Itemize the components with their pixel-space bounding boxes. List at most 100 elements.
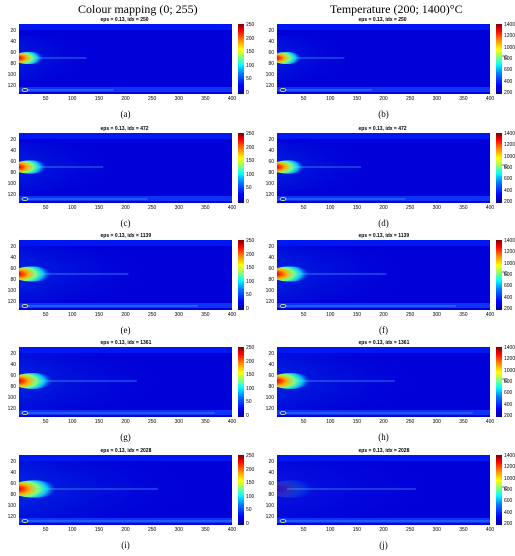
y-tick-label: 120 <box>7 514 16 520</box>
x-tick-label: 400 <box>485 96 495 102</box>
y-tick-label: 20 <box>268 244 274 250</box>
x-tick-label: 50 <box>300 527 307 533</box>
y-tick-label: 20 <box>268 459 274 465</box>
y-tick-label: 40 <box>10 39 16 45</box>
x-tick-label: 250 <box>147 205 157 211</box>
y-tick-label: 80 <box>268 384 274 390</box>
colorbar-tick-label: 200 <box>246 144 255 151</box>
colorbar-tick-label: 0 <box>246 90 249 96</box>
panel-label: (f) <box>379 325 388 335</box>
colorbar-unit: °C <box>502 55 508 61</box>
colorbar-tick-label: 1400 <box>504 345 515 351</box>
y-tick-label: 120 <box>7 299 16 305</box>
y-tick-label: 60 <box>10 481 16 487</box>
y-tick-label: 100 <box>265 181 274 187</box>
colorbar-tick-label: 600 <box>504 176 513 183</box>
colorbar-tick-label: 200 <box>504 90 513 96</box>
colorbar-unit: °C <box>502 486 508 492</box>
colorbar-tick-label: 1000 <box>504 367 515 374</box>
y-tick-label: 100 <box>7 181 16 187</box>
colorbar-tick-label: 150 <box>246 265 255 272</box>
y-tick-label: 120 <box>265 192 274 198</box>
colorbar-tick-label: 1400 <box>504 453 515 459</box>
y-tick-label: 40 <box>268 470 274 476</box>
thermal-image <box>277 24 490 94</box>
x-tick-label: 100 <box>326 312 335 318</box>
colorbar <box>496 24 502 94</box>
colorbar-tick-label: 400 <box>504 401 513 408</box>
colorbar-tick-label: 150 <box>246 480 255 487</box>
colorbar <box>238 347 244 417</box>
y-tick-label: 60 <box>268 481 274 487</box>
y-tick-label: 40 <box>268 148 274 154</box>
x-tick-label: 200 <box>121 312 130 318</box>
colorbar-tick-label: 800 <box>504 272 513 278</box>
x-tick-label: 50 <box>42 419 49 425</box>
colorbar-unit: °C <box>502 378 508 384</box>
panel-j: eps = 0.13, idx = 2028 20 40 60 80 100 120 50 1… <box>262 448 515 556</box>
x-tick-label: 250 <box>405 96 415 102</box>
x-tick-label: 400 <box>485 419 495 425</box>
y-tick-label: 80 <box>268 277 274 283</box>
colorbar-tick-label: 800 <box>504 165 513 171</box>
x-tick-label: 100 <box>68 96 77 102</box>
panel-a: eps = 0.13, idx = 250 20 40 60 80 100 120 50 10… <box>4 17 259 125</box>
panel-label: (h) <box>378 432 389 442</box>
panel-label: (d) <box>378 218 389 228</box>
x-tick-label: 150 <box>94 96 104 102</box>
panel-label: (b) <box>378 109 389 119</box>
x-tick-label: 50 <box>300 312 307 318</box>
colorbar-tick-label: 200 <box>246 466 255 473</box>
colorbar <box>238 24 244 94</box>
colorbar-tick-label: 200 <box>246 251 255 258</box>
x-tick-label: 150 <box>94 312 104 318</box>
x-tick-label: 50 <box>42 96 49 102</box>
y-tick-label: 100 <box>7 288 16 294</box>
colorbar-tick-label: 0 <box>246 413 249 419</box>
x-tick-label: 100 <box>326 527 335 533</box>
x-tick-label: 350 <box>201 312 210 318</box>
panel-label: (a) <box>120 109 131 119</box>
x-tick-label: 50 <box>42 205 49 211</box>
x-tick-label: 300 <box>432 419 441 425</box>
x-tick-label: 100 <box>326 419 335 425</box>
x-tick-label: 300 <box>174 205 183 211</box>
x-tick-label: 350 <box>201 96 210 102</box>
x-tick-label: 300 <box>174 312 183 318</box>
x-tick-label: 300 <box>432 96 441 102</box>
y-tick-label: 100 <box>265 503 274 509</box>
x-tick-label: 400 <box>227 527 237 533</box>
x-tick-label: 150 <box>352 96 362 102</box>
x-tick-label: 200 <box>379 96 388 102</box>
thermal-image <box>19 455 232 525</box>
x-tick-label: 250 <box>147 527 157 533</box>
x-tick-label: 400 <box>227 419 237 425</box>
colorbar <box>238 240 244 310</box>
colorbar-tick-label: 800 <box>504 56 513 62</box>
x-tick-label: 150 <box>94 527 104 533</box>
x-tick-label: 200 <box>379 205 388 211</box>
y-tick-label: 60 <box>268 373 274 379</box>
colorbar-tick-label: 1200 <box>504 142 515 149</box>
x-tick-label: 400 <box>485 527 495 533</box>
x-tick-label: 350 <box>201 527 210 533</box>
y-tick-label: 80 <box>268 61 274 67</box>
colorbar-tick-label: 400 <box>504 187 513 194</box>
y-tick-label: 80 <box>10 492 16 498</box>
panel-title: eps = 0.13, idx = 250 <box>358 17 407 23</box>
x-tick-label: 100 <box>326 96 335 102</box>
y-tick-label: 60 <box>268 159 274 165</box>
y-tick-label: 20 <box>10 459 16 465</box>
y-tick-label: 60 <box>10 266 16 272</box>
x-tick-label: 50 <box>300 419 307 425</box>
thermal-image <box>277 455 490 525</box>
colorbar-unit: °C <box>502 271 508 277</box>
panel-d: eps = 0.13, idx = 472 20 40 60 80 100 120 50 10… <box>262 126 515 234</box>
y-tick-label: 60 <box>268 266 274 272</box>
y-tick-label: 20 <box>268 351 274 357</box>
colorbar-tick-label: 200 <box>504 199 513 205</box>
colorbar-tick-label: 400 <box>504 294 513 301</box>
colorbar-tick-label: 1200 <box>504 33 515 40</box>
panel-g: eps = 0.13, idx = 1361 20 40 60 80 100 120 50 1… <box>4 340 259 448</box>
thermal-image <box>277 347 490 417</box>
